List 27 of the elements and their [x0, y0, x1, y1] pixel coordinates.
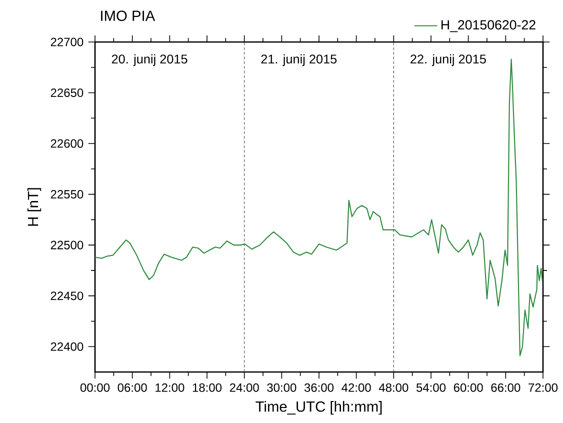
x-tick-label: 54:00: [416, 383, 446, 392]
y-tick-label: 22450: [50, 292, 84, 300]
x-tick-label: 30:00: [267, 383, 296, 392]
x-tick-label: 60:00: [454, 383, 483, 392]
x-tick-label: 18:00: [192, 383, 222, 392]
x-tick-label: 66:00: [491, 383, 520, 392]
y-tick-label: 22500: [50, 240, 84, 250]
x-tick-label: 42:00: [342, 383, 371, 392]
y-axis-title: H [nT]: [27, 188, 42, 226]
y-tick-label: 22650: [50, 88, 84, 98]
y-tick-label: 22550: [50, 190, 84, 199]
x-tick-label: 24:00: [230, 383, 259, 392]
y-tick-label: 22400: [50, 342, 84, 351]
legend-label: H_20150620-22: [442, 20, 536, 32]
annotation: 21. junij 2015: [261, 54, 337, 66]
x-tick-label: 06:00: [118, 383, 147, 392]
x-axis-title: Time_UTC [hh:mm]: [256, 401, 382, 415]
x-tick-label: 72:00: [528, 383, 558, 392]
annotation: 22. junij 2015: [410, 54, 486, 66]
y-tick-label: 22600: [50, 139, 84, 148]
chart-title: IMO PIA: [101, 10, 156, 22]
annotation: 20. junij 2015: [112, 54, 188, 66]
y-tick-label: 22700: [50, 38, 84, 46]
x-tick-label: 12:00: [156, 383, 184, 392]
x-tick-label: 00:00: [80, 383, 110, 392]
x-tick-label: 48:00: [378, 383, 408, 392]
x-tick-label: 36:00: [304, 383, 334, 392]
